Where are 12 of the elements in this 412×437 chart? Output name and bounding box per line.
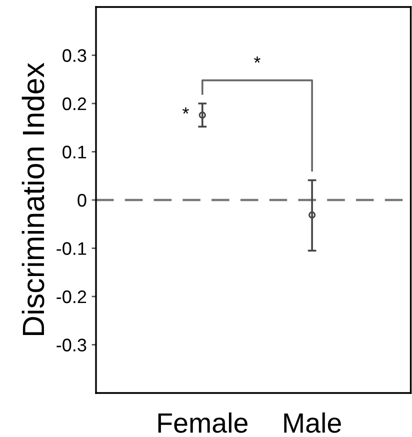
y-tick-label: -0.1 bbox=[56, 242, 86, 255]
annotation: * bbox=[182, 107, 189, 114]
y-tick-label: 0.2 bbox=[62, 97, 86, 110]
y-tick-label: 0.3 bbox=[62, 49, 86, 62]
x-tick-label: Female bbox=[158, 412, 248, 433]
y-tick-label: -0.2 bbox=[56, 290, 86, 304]
y-tick-label: 0.1 bbox=[62, 146, 86, 158]
y-axis-title: Discrimination Index bbox=[22, 62, 44, 336]
y-tick-label: 0 bbox=[78, 194, 86, 207]
annotation: * bbox=[254, 56, 260, 63]
x-tick-label: Male bbox=[284, 412, 341, 433]
y-tick-label: -0.3 bbox=[56, 338, 86, 352]
